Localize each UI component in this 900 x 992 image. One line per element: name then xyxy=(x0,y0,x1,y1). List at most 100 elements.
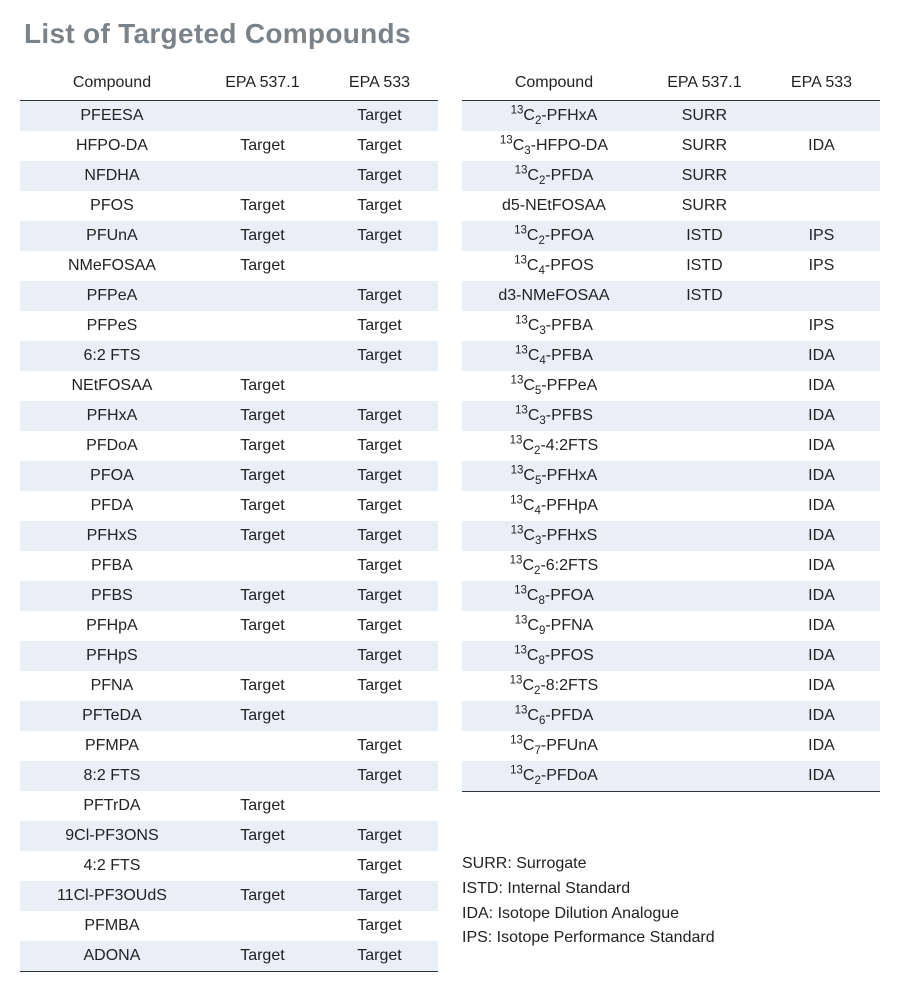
right-table-body: 13C2-PFHxASURR13C3-HFPO-DASURRIDA13C2-PF… xyxy=(462,101,880,792)
cell-compound: 13C2-6:2FTS xyxy=(462,551,646,581)
table-row: 13C8-PFOSIDA xyxy=(462,641,880,671)
table-row: 13C3-PFBSIDA xyxy=(462,401,880,431)
cell-epa533: Target xyxy=(321,401,438,431)
cell-compound: 13C2-4:2FTS xyxy=(462,431,646,461)
table-row: PFTeDATarget xyxy=(20,701,438,731)
cell-compound: 13C3-PFBS xyxy=(462,401,646,431)
cell-compound: 13C3-PFBA xyxy=(462,311,646,341)
cell-compound: NMeFOSAA xyxy=(20,251,204,281)
cell-epa537 xyxy=(204,851,321,881)
cell-epa537: Target xyxy=(204,611,321,641)
page-title: List of Targeted Compounds xyxy=(24,18,880,50)
cell-epa533 xyxy=(321,701,438,731)
cell-compound: 13C4-PFOS xyxy=(462,251,646,281)
cell-epa533: IDA xyxy=(763,641,880,671)
table-row: 13C3-PFHxSIDA xyxy=(462,521,880,551)
cell-epa533: IDA xyxy=(763,461,880,491)
cell-compound: d5-NEtFOSAA xyxy=(462,191,646,221)
table-row: PFDATargetTarget xyxy=(20,491,438,521)
right-compound-table: Compound EPA 537.1 EPA 533 13C2-PFHxASUR… xyxy=(462,68,880,792)
table-row: 13C2-PFOAISTDIPS xyxy=(462,221,880,251)
cell-epa537: Target xyxy=(204,521,321,551)
cell-epa537 xyxy=(204,161,321,191)
cell-epa533 xyxy=(321,791,438,821)
cell-epa537 xyxy=(646,431,763,461)
table-row: NFDHATarget xyxy=(20,161,438,191)
cell-epa533 xyxy=(763,281,880,311)
table-row: 13C5-PFHxA IDA xyxy=(462,461,880,491)
table-row: PFHpSTarget xyxy=(20,641,438,671)
cell-compound: 13C5-PFPeA xyxy=(462,371,646,401)
cell-epa533: IPS xyxy=(763,221,880,251)
cell-epa537: Target xyxy=(204,371,321,401)
cell-compound: 13C5-PFHxA xyxy=(462,461,646,491)
table-row: PFMBATarget xyxy=(20,911,438,941)
cell-epa533: Target xyxy=(321,581,438,611)
cell-epa537 xyxy=(646,341,763,371)
cell-epa537 xyxy=(204,281,321,311)
table-row: NMeFOSAATarget xyxy=(20,251,438,281)
table-row: PFEESATarget xyxy=(20,101,438,132)
cell-epa533: IDA xyxy=(763,491,880,521)
table-row: PFPeATarget xyxy=(20,281,438,311)
cell-epa533: Target xyxy=(321,281,438,311)
cell-epa533: Target xyxy=(321,221,438,251)
cell-epa533: Target xyxy=(321,821,438,851)
cell-epa537: Target xyxy=(204,251,321,281)
table-row: 13C2-PFDASURR xyxy=(462,161,880,191)
cell-epa537: SURR xyxy=(646,191,763,221)
table-row: d3-NMeFOSAAISTD xyxy=(462,281,880,311)
table-row: PFTrDATarget xyxy=(20,791,438,821)
table-row: PFMPATarget xyxy=(20,731,438,761)
cell-epa537: Target xyxy=(204,581,321,611)
cell-epa533: Target xyxy=(321,341,438,371)
cell-compound: 13C2-PFOA xyxy=(462,221,646,251)
cell-compound: 13C2-8:2FTS xyxy=(462,671,646,701)
cell-compound: PFOS xyxy=(20,191,204,221)
cell-epa533: Target xyxy=(321,881,438,911)
cell-compound: PFEESA xyxy=(20,101,204,132)
cell-epa537: Target xyxy=(204,941,321,972)
table-row: PFOATargetTarget xyxy=(20,461,438,491)
cell-compound: PFHxA xyxy=(20,401,204,431)
cell-epa533: Target xyxy=(321,941,438,972)
table-row: PFPeSTarget xyxy=(20,311,438,341)
cell-epa533: IDA xyxy=(763,551,880,581)
cell-epa537: Target xyxy=(204,491,321,521)
cell-compound: PFHpA xyxy=(20,611,204,641)
cell-epa537: Target xyxy=(204,461,321,491)
cell-epa533: IDA xyxy=(763,431,880,461)
cell-epa533: IDA xyxy=(763,731,880,761)
two-column-layout: Compound EPA 537.1 EPA 533 PFEESATargetH… xyxy=(20,68,880,972)
left-column: Compound EPA 537.1 EPA 533 PFEESATargetH… xyxy=(20,68,438,972)
cell-epa533: Target xyxy=(321,161,438,191)
header-epa533: EPA 533 xyxy=(763,68,880,101)
cell-epa537 xyxy=(646,311,763,341)
cell-compound: 6:2 FTS xyxy=(20,341,204,371)
table-row: 13C4-PFOSISTDIPS xyxy=(462,251,880,281)
cell-epa537 xyxy=(646,641,763,671)
legend-line: IPS: Isotope Performance Standard xyxy=(462,926,880,951)
table-row: 13C5-PFPeAIDA xyxy=(462,371,880,401)
table-row: 13C2-8:2FTSIDA xyxy=(462,671,880,701)
cell-compound: 13C4-PFHpA xyxy=(462,491,646,521)
cell-epa533: IDA xyxy=(763,761,880,792)
table-row: 13C2-6:2FTS IDA xyxy=(462,551,880,581)
cell-epa533 xyxy=(321,371,438,401)
legend-line: ISTD: Internal Standard xyxy=(462,877,880,902)
cell-epa537 xyxy=(646,551,763,581)
table-row: 13C3-HFPO-DASURRIDA xyxy=(462,131,880,161)
table-row: PFBSTargetTarget xyxy=(20,581,438,611)
cell-epa537 xyxy=(646,671,763,701)
cell-compound: PFTrDA xyxy=(20,791,204,821)
table-header-row: Compound EPA 537.1 EPA 533 xyxy=(20,68,438,101)
cell-epa533 xyxy=(763,191,880,221)
cell-epa537 xyxy=(646,731,763,761)
cell-compound: 13C9-PFNA xyxy=(462,611,646,641)
table-header-row: Compound EPA 537.1 EPA 533 xyxy=(462,68,880,101)
cell-epa533 xyxy=(763,161,880,191)
table-row: PFDoATargetTarget xyxy=(20,431,438,461)
table-row: 9Cl-PF3ONSTargetTarget xyxy=(20,821,438,851)
left-table-body: PFEESATargetHFPO-DATargetTargetNFDHATarg… xyxy=(20,101,438,972)
cell-epa533: Target xyxy=(321,311,438,341)
